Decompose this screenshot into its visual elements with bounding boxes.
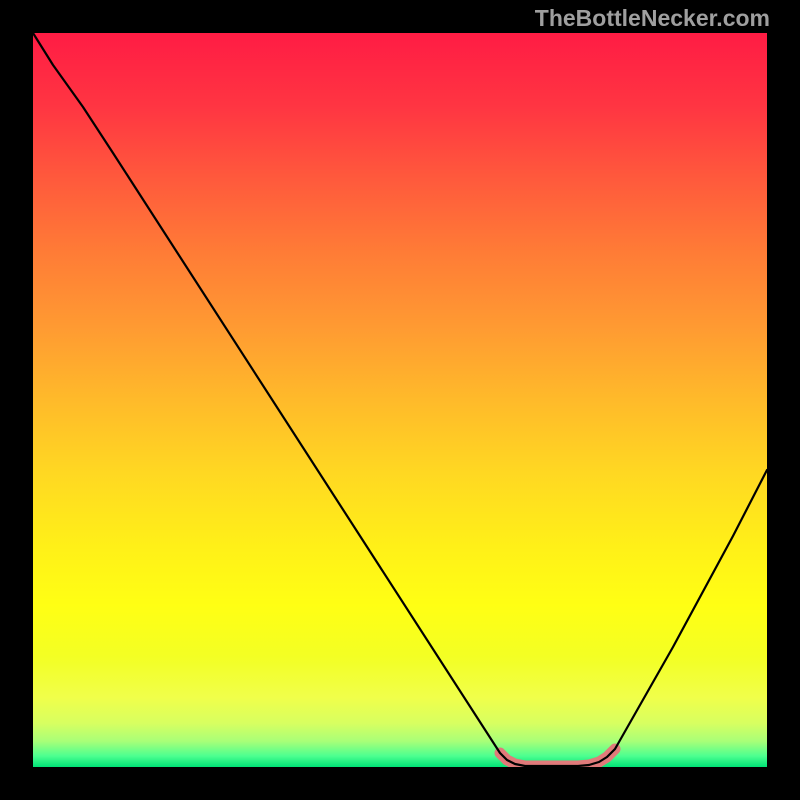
watermark-text: TheBottleNecker.com xyxy=(535,5,770,32)
bottleneck-chart-svg xyxy=(33,33,767,767)
gradient-background xyxy=(33,33,767,767)
plot-area xyxy=(33,33,767,767)
